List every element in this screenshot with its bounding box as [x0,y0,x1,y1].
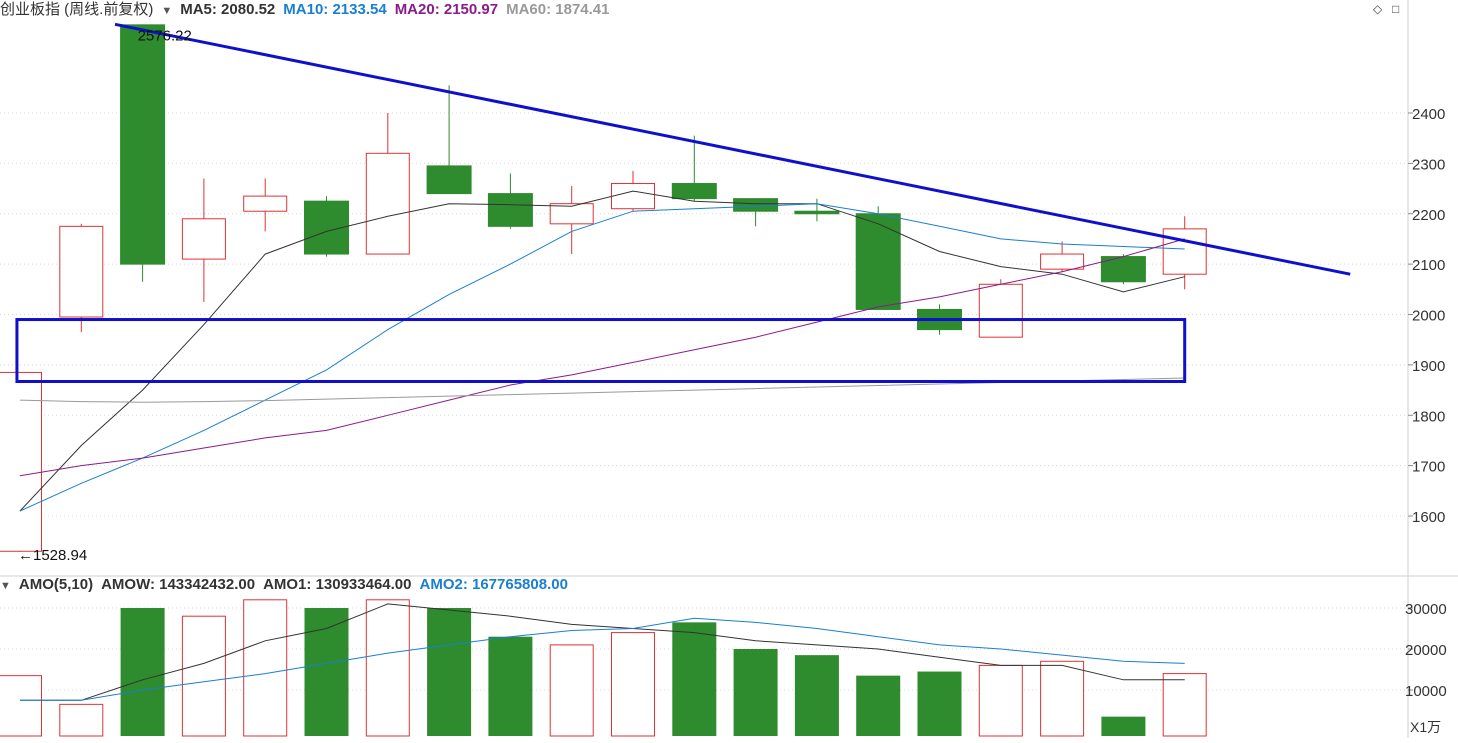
volume-bar-down[interactable] [917,671,962,736]
candle-body-down[interactable] [487,193,533,227]
volume-bar-up[interactable] [181,615,226,737]
candle-body-down[interactable] [1100,256,1146,283]
y-tick-label: 1700 [1412,459,1445,476]
y-tick-label: 1800 [1412,408,1445,425]
volume-bar-down[interactable] [488,636,533,736]
candle-body-up[interactable] [0,371,42,552]
maximize-icon[interactable]: □ [1392,2,1400,16]
candle-body-up[interactable] [181,218,226,260]
index-title: 创业板指 (周线.前复权) [0,1,154,18]
resistance-trendline[interactable] [114,22,1351,276]
candle-body-down[interactable] [733,198,779,212]
legend-amo2: AMO2: 167765808.00 [419,576,568,593]
candle-body-up[interactable] [243,195,288,212]
candle-body-down[interactable] [120,24,166,265]
y-tick-label: 2400 [1412,106,1445,123]
volume-bar-up[interactable] [243,599,288,737]
volume-bar-down[interactable] [304,608,349,736]
candle-body-down[interactable] [855,213,901,310]
volume-tick-label: 30000 [1405,601,1447,618]
legend-amow: AMOW: 143342432.00 [101,576,256,593]
volume-legend: ▼ AMO(5,10) AMOW: 143342432.00 AMO1: 130933… [0,575,576,595]
candle-body-up[interactable] [1162,228,1207,275]
volume-tick-label: 10000 [1405,683,1447,700]
y-tick-label: 1900 [1412,358,1445,375]
legend-ma5: MA5: 2080.52 [180,1,276,18]
candle-body-up[interactable] [611,183,655,210]
candle-body-up[interactable] [549,203,594,225]
diamond-icon[interactable]: ◇ [1373,2,1383,16]
unit-label: X1万 [1410,719,1441,735]
y-tick-label: 2100 [1412,257,1445,274]
price-legend: 创业板指 (周线.前复权) ▼ MA5: 2080.52 MA10: 2133.54 M… [0,0,618,20]
volume-bar-down[interactable] [672,622,717,736]
volume-bar-down[interactable] [856,675,901,736]
support-zone-box[interactable] [15,318,1187,383]
ma-line-ma20 [19,238,1185,477]
y-tick-label: 2300 [1412,156,1445,173]
volume-bar-up[interactable] [978,664,1023,737]
volume-bar-up[interactable] [611,632,655,737]
volume-line-amo2 [20,617,1185,701]
volume-bar-down[interactable] [733,649,778,736]
volume-bar-up[interactable] [549,644,594,737]
ma-line-ma5 [19,190,1185,512]
volume-line-amo1 [20,603,1185,701]
y-tick-label: 2000 [1412,308,1445,325]
volume-indicator-label: AMO(5,10) [18,576,94,593]
volume-bar-up[interactable] [0,675,42,737]
legend-ma60: MA60: 1874.41 [506,1,610,18]
high-annotation: 2576.22 [138,27,192,44]
candle-body-up[interactable] [1040,253,1085,270]
legend-ma20: MA20: 2150.97 [394,1,499,18]
ma-line-ma10 [19,203,1185,512]
volume-bar-down[interactable] [427,608,472,736]
candle-body-up[interactable] [59,225,104,318]
candle-body-down[interactable] [426,165,472,195]
legend-amo1: AMO1: 130933464.00 [263,576,412,593]
low-annotation: ←1528.94 [18,547,87,564]
volume-bar-up[interactable] [365,599,410,737]
legend-ma10: MA10: 2133.54 [283,1,387,18]
dropdown-triangle-icon[interactable]: ▼ [161,5,173,17]
candle-body-up[interactable] [365,152,410,255]
volume-bar-down[interactable] [120,608,165,736]
volume-tick-label: 20000 [1405,642,1447,659]
candle-body-down[interactable] [794,210,840,215]
volume-bar-up[interactable] [1040,660,1085,737]
volume-bar-up[interactable] [59,703,104,737]
volume-bar-down[interactable] [794,655,839,736]
y-tick-label: 1600 [1412,509,1445,526]
dropdown-triangle-icon[interactable]: ▼ [0,580,11,592]
candle-body-up[interactable] [978,283,1023,338]
y-tick-label: 2200 [1412,207,1445,224]
volume-bar-up[interactable] [1162,673,1207,737]
volume-bar-down[interactable] [1101,716,1146,736]
candle-body-down[interactable] [671,183,717,200]
